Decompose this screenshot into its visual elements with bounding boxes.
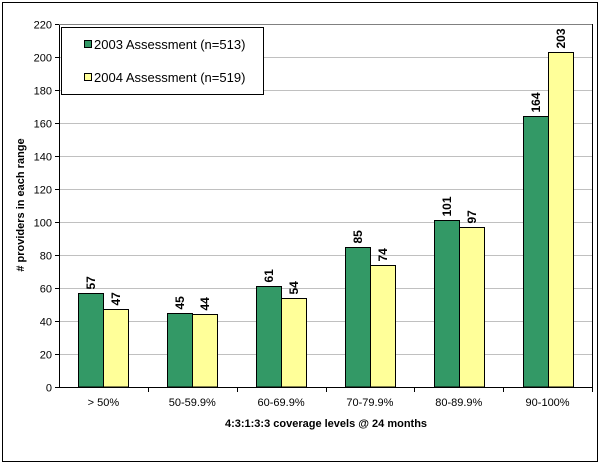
- x-tick-label: 80-89.9%: [435, 397, 482, 409]
- x-tick-label: 90-100%: [526, 397, 570, 409]
- bar-2003-3: [345, 247, 371, 388]
- legend-swatch-2004: [84, 73, 92, 81]
- y-tick-label: 60: [40, 284, 52, 296]
- legend: 2003 Assessment (n=513) 2004 Assessment …: [61, 27, 264, 95]
- legend-box: [61, 27, 264, 95]
- data-label: 61: [262, 269, 276, 283]
- bar-2004-4: [459, 227, 485, 388]
- bar-2003-5: [523, 116, 549, 388]
- bar-2004-1: [192, 314, 218, 388]
- legend-label-2003: 2003 Assessment (n=513): [94, 37, 245, 52]
- y-tick-label: 220: [34, 20, 52, 32]
- x-tick-label: 60-69.9%: [258, 397, 305, 409]
- bar-2003-4: [434, 220, 460, 388]
- y-tick-label: 200: [34, 53, 52, 65]
- y-tick-label: 160: [34, 119, 52, 131]
- bar-2003-2: [256, 286, 282, 388]
- y-tick-label: 120: [34, 185, 52, 197]
- x-tick-label: 50-59.9%: [169, 397, 216, 409]
- data-label: 203: [554, 28, 568, 48]
- x-tick-label: 70-79.9%: [346, 397, 393, 409]
- data-label: 164: [529, 92, 543, 112]
- data-label: 101: [440, 196, 454, 216]
- y-tick-label: 140: [34, 152, 52, 164]
- bar-2003-1: [167, 313, 193, 388]
- bar-2004-3: [370, 265, 396, 388]
- y-tick-label: 100: [34, 218, 52, 230]
- data-label: 54: [287, 281, 301, 295]
- y-tick-label: 0: [46, 383, 52, 395]
- y-tick-label: 20: [40, 350, 52, 362]
- bar-2004-0: [103, 309, 129, 388]
- data-label: 44: [198, 297, 212, 311]
- x-axis-label: 4:3:1:3:3 coverage levels @ 24 months: [225, 418, 427, 430]
- y-tick-label: 180: [34, 86, 52, 98]
- y-axis-label: # providers in each range: [15, 138, 27, 271]
- bar-2004-5: [548, 52, 574, 388]
- data-label: 97: [465, 210, 479, 224]
- legend-swatch-2003: [84, 40, 92, 48]
- data-label: 85: [351, 230, 365, 244]
- data-label: 45: [173, 296, 187, 310]
- data-label: 57: [84, 276, 98, 290]
- y-tick-label: 80: [40, 251, 52, 263]
- legend-label-2004: 2004 Assessment (n=519): [94, 70, 245, 85]
- data-label: 74: [376, 248, 390, 262]
- x-tick-label: > 50%: [88, 397, 120, 409]
- bar-2004-2: [281, 298, 307, 388]
- data-label: 47: [109, 292, 123, 306]
- bar-2003-0: [78, 293, 104, 388]
- y-tick-label: 40: [40, 317, 52, 329]
